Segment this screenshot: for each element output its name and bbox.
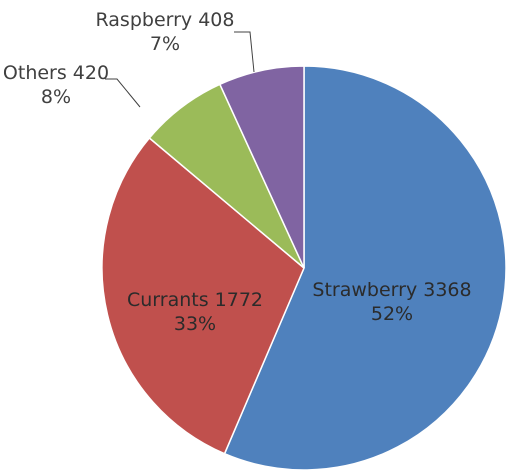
data-label-strawberry: Strawberry 3368 52% [312, 279, 471, 325]
pie-slice-raspberry [218, 65, 305, 269]
data-label-currants-name-value: Currants 1772 [127, 289, 263, 311]
data-label-others-percent: 8% [41, 86, 71, 108]
data-label-others: Others 420 8% [3, 62, 109, 108]
slices-layer [101, 65, 506, 470]
pie-slice-strawberry [223, 65, 506, 470]
leader-line-raspberry [234, 31, 255, 73]
data-label-currants: Currants 1772 33% [127, 289, 263, 335]
data-label-raspberry-name-value: Raspberry 408 [96, 9, 235, 31]
data-label-currants-percent: 33% [174, 313, 216, 335]
data-label-raspberry-percent: 7% [150, 33, 180, 55]
labels-layer: Strawberry 3368 52% Currants 1772 33% Others… [3, 9, 472, 335]
data-label-strawberry-percent: 52% [371, 303, 413, 325]
data-label-strawberry-name-value: Strawberry 3368 [312, 279, 471, 301]
data-label-others-name-value: Others 420 [3, 62, 109, 84]
pie-slice-currants [101, 136, 305, 455]
leader-line-others [105, 78, 141, 108]
leader-lines-layer [105, 31, 255, 108]
data-label-raspberry: Raspberry 408 7% [96, 9, 235, 55]
